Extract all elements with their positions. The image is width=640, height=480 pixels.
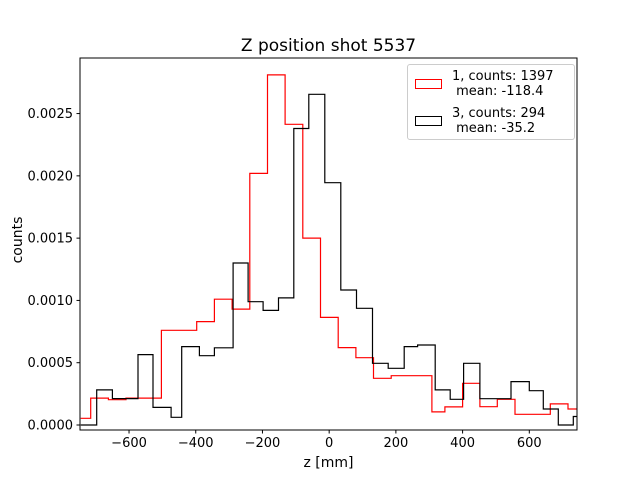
legend-label: 1, counts: 1397 mean: -118.4 (452, 68, 554, 99)
x-tick-label: −200 (245, 436, 281, 451)
legend-entry: 1, counts: 1397 mean: -118.4 (415, 69, 568, 99)
y-tick-label: 0.0015 (28, 232, 74, 247)
legend-label: 3, counts: 294 mean: -35.2 (452, 105, 546, 136)
x-tick-label: 200 (383, 436, 408, 451)
x-tick-label: 600 (517, 436, 542, 451)
y-tick-label: 0.0020 (28, 169, 74, 184)
y-tick-label: 0.0005 (28, 356, 74, 371)
x-tick-label: 400 (450, 436, 475, 451)
chart-title: Z position shot 5537 (240, 36, 417, 56)
y-axis-label: counts (10, 216, 26, 264)
x-tick-label: −400 (178, 436, 214, 451)
series-1-step-path (80, 74, 577, 419)
legend-entry: 3, counts: 294 mean: -35.2 (415, 106, 568, 136)
y-tick-label: 0.0000 (28, 418, 74, 433)
legend-swatch-series-3 (415, 115, 442, 126)
y-tick-label: 0.0010 (28, 294, 74, 309)
series-3-step-path (80, 93, 577, 426)
legend-swatch-series-1 (415, 78, 442, 89)
plot-frame (79, 57, 578, 431)
y-tick-label: 0.0025 (28, 107, 74, 122)
x-tick-label: 0 (325, 436, 333, 451)
legend-box: 1, counts: 1397 mean: -118.4 3, counts: 2… (407, 64, 575, 140)
x-axis-label: z [mm] (303, 455, 354, 471)
x-tick-label: −600 (111, 436, 147, 451)
